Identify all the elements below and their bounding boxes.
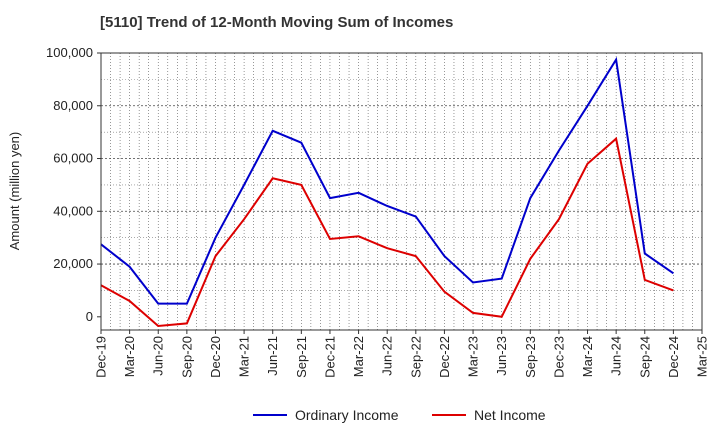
y-tick-label: 60,000 bbox=[53, 151, 93, 166]
plot-area bbox=[101, 53, 702, 330]
y-tick-label: 20,000 bbox=[53, 256, 93, 271]
x-tick-label: Jun-21 bbox=[265, 336, 280, 376]
series-line-net-income bbox=[100, 136, 674, 328]
x-tick-label: Mar-22 bbox=[351, 336, 366, 377]
x-tick-label: Mar-24 bbox=[580, 336, 595, 377]
x-tick-label: Jun-23 bbox=[494, 336, 509, 376]
plot-border bbox=[100, 52, 703, 331]
x-tick-label: Jun-20 bbox=[151, 336, 166, 376]
series-line-ordinary-income bbox=[100, 56, 674, 305]
legend-label: Ordinary Income bbox=[295, 407, 399, 423]
x-tick-label: Dec-22 bbox=[437, 336, 452, 378]
x-tick-label: Mar-25 bbox=[695, 336, 710, 377]
x-tick-label: Sep-24 bbox=[637, 336, 652, 378]
x-tick-label: Dec-23 bbox=[551, 336, 566, 378]
x-tick-label: Mar-21 bbox=[237, 336, 252, 377]
x-tick-label: Dec-20 bbox=[208, 336, 223, 378]
x-tick-label: Dec-24 bbox=[666, 336, 681, 378]
y-axis-ticks: 0 20,000 40,000 60,000 80,000 100,000 bbox=[46, 45, 101, 324]
y-axis-label: Amount (million yen) bbox=[7, 132, 22, 251]
y-tick-label: 80,000 bbox=[53, 98, 93, 113]
x-tick-label: Sep-21 bbox=[294, 336, 309, 378]
x-tick-label: Sep-22 bbox=[408, 336, 423, 378]
x-tick-label: Mar-20 bbox=[122, 336, 137, 377]
chart-title: [5110] Trend of 12-Month Moving Sum of I… bbox=[100, 14, 454, 31]
x-tick-label: Mar-23 bbox=[466, 336, 481, 377]
legend: Ordinary Income Net Income bbox=[253, 407, 546, 423]
x-tick-label: Jun-22 bbox=[380, 336, 395, 376]
x-tick-label: Jun-24 bbox=[609, 336, 624, 376]
legend-label: Net Income bbox=[474, 407, 546, 423]
x-axis-ticks: Dec-19 Mar-20 Jun-20 Sep-20 Dec-20 Mar-21 Jun-… bbox=[94, 330, 710, 378]
x-tick-label: Dec-19 bbox=[94, 336, 109, 378]
x-tick-label: Dec-21 bbox=[322, 336, 337, 378]
x-tick-label: Sep-23 bbox=[523, 336, 538, 378]
x-tick-label: Sep-20 bbox=[179, 336, 194, 378]
y-tick-label: 100,000 bbox=[46, 45, 93, 60]
y-tick-label: 0 bbox=[86, 309, 93, 324]
series-lines bbox=[100, 56, 674, 328]
y-tick-label: 40,000 bbox=[53, 203, 93, 218]
